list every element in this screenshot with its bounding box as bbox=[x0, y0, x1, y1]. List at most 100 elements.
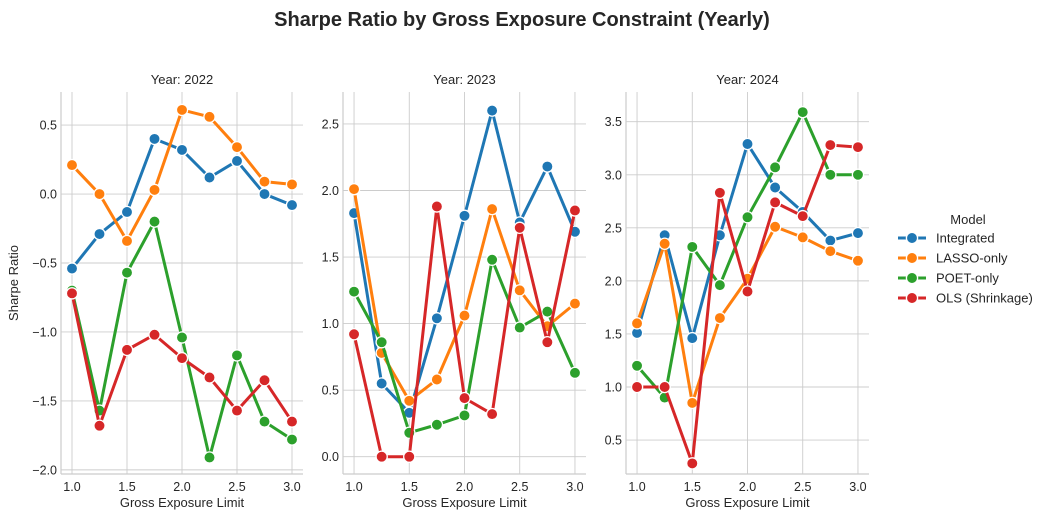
y-tick-label: 1.5 bbox=[322, 251, 339, 265]
y-tick-label: −0.5 bbox=[32, 257, 57, 271]
legend-label: OLS (Shrinkage) bbox=[936, 291, 1033, 306]
legend-label: LASSO-only bbox=[936, 251, 1008, 266]
data-point bbox=[458, 391, 471, 405]
data-point bbox=[741, 210, 754, 224]
x-tick-label: 1.5 bbox=[118, 480, 135, 494]
panel-2023: 0.0 0.5 1.0 1.5 2.0 2.5 1.0 1.5 2.0 2.5 3.0 Year: 2… bbox=[322, 72, 586, 510]
data-point bbox=[120, 343, 134, 357]
y-tick-label: 1.0 bbox=[605, 380, 622, 394]
data-point bbox=[148, 132, 161, 146]
data-point bbox=[741, 137, 754, 151]
panel-title: Year: 2024 bbox=[716, 72, 778, 87]
series-integrated bbox=[65, 132, 299, 275]
y-tick-label: −2.0 bbox=[32, 463, 57, 477]
data-point bbox=[347, 182, 361, 196]
data-point bbox=[203, 171, 216, 184]
data-point bbox=[713, 311, 727, 325]
data-point bbox=[93, 187, 106, 201]
x-tick-label: 1.5 bbox=[684, 480, 701, 494]
x-tick-label: 3.0 bbox=[849, 480, 866, 494]
legend-title: Model bbox=[950, 212, 986, 227]
data-point bbox=[541, 335, 554, 349]
data-point bbox=[686, 457, 699, 470]
data-point bbox=[230, 140, 244, 154]
x-tick-label: 2.5 bbox=[228, 480, 245, 494]
y-tick-label: −1.0 bbox=[32, 325, 57, 339]
data-point bbox=[175, 143, 189, 157]
data-point bbox=[851, 226, 865, 240]
series-ols-shrinkage bbox=[347, 200, 582, 463]
data-point bbox=[148, 183, 161, 197]
data-point bbox=[93, 419, 106, 432]
y-tick-label: 0.5 bbox=[40, 119, 57, 133]
panel-2024: 0.5 1.0 1.5 2.0 2.5 3.0 3.5 1.0 1.5 2.0 2.5 3.0 Year… bbox=[605, 72, 869, 510]
data-point bbox=[148, 328, 161, 341]
data-point bbox=[375, 335, 388, 349]
data-point bbox=[513, 284, 526, 297]
panel-title: Year: 2023 bbox=[433, 72, 495, 87]
data-point bbox=[768, 181, 782, 194]
y-tick-label: 2.5 bbox=[605, 221, 622, 235]
data-point bbox=[285, 198, 299, 212]
legend-label: Integrated bbox=[936, 231, 995, 246]
data-point bbox=[686, 331, 699, 345]
y-tick-label: 0.0 bbox=[322, 450, 339, 464]
x-tick-label: 2.0 bbox=[456, 480, 473, 494]
series-lasso-only bbox=[65, 103, 299, 248]
data-point bbox=[230, 349, 244, 362]
data-point bbox=[485, 253, 499, 266]
data-point bbox=[403, 394, 416, 408]
x-axis-label: Gross Exposure Limit bbox=[685, 495, 810, 510]
data-point bbox=[824, 138, 837, 152]
y-axis-label: Sharpe Ratio bbox=[6, 245, 21, 321]
y-tick-label: 2.0 bbox=[322, 184, 339, 198]
data-point bbox=[285, 415, 299, 428]
data-point bbox=[403, 450, 416, 463]
legend-marker bbox=[905, 271, 919, 285]
data-point bbox=[120, 234, 134, 248]
x-tick-label: 2.5 bbox=[794, 480, 811, 494]
data-point bbox=[203, 371, 216, 384]
data-point bbox=[630, 380, 644, 394]
data-point bbox=[658, 380, 671, 394]
legend-item-integrated: Integrated bbox=[898, 231, 995, 246]
y-tick-label: −1.5 bbox=[32, 394, 57, 408]
data-point bbox=[285, 178, 299, 191]
data-point bbox=[796, 209, 809, 223]
data-point bbox=[230, 404, 244, 417]
y-tick-label: 3.5 bbox=[605, 115, 622, 129]
data-point bbox=[568, 366, 582, 380]
data-point bbox=[630, 317, 644, 330]
y-tick-label: 3.0 bbox=[605, 168, 622, 182]
data-point bbox=[65, 287, 79, 300]
data-point bbox=[713, 278, 727, 292]
data-point bbox=[285, 433, 299, 446]
data-point bbox=[541, 305, 554, 318]
data-point bbox=[175, 103, 189, 117]
y-tick-label: 2.0 bbox=[605, 274, 622, 288]
data-point bbox=[485, 104, 499, 117]
data-point bbox=[568, 204, 582, 217]
legend-item-poet-only: POET-only bbox=[898, 271, 999, 286]
data-point bbox=[485, 407, 499, 421]
series-integrated bbox=[630, 137, 865, 345]
data-point bbox=[258, 175, 271, 188]
legend-marker bbox=[905, 231, 919, 245]
panel-2022: −2.0 −1.5 −1.0 −0.5 0.0 0.5 1.0 1.5 2.0 2.5 3.0 Yea… bbox=[32, 72, 303, 510]
data-point bbox=[796, 105, 809, 119]
data-point bbox=[458, 409, 471, 422]
data-point bbox=[851, 168, 865, 182]
y-tick-label: 0.5 bbox=[605, 434, 622, 448]
series-ols-shrinkage bbox=[630, 138, 865, 470]
data-point bbox=[65, 262, 79, 275]
legend-item-lasso-only: LASSO-only bbox=[898, 251, 1008, 266]
data-point bbox=[851, 140, 865, 154]
data-point bbox=[120, 266, 134, 279]
data-point bbox=[686, 240, 699, 254]
data-point bbox=[175, 351, 189, 365]
data-point bbox=[741, 285, 754, 298]
data-point bbox=[148, 215, 161, 228]
data-point bbox=[630, 359, 644, 373]
data-point bbox=[175, 331, 189, 344]
